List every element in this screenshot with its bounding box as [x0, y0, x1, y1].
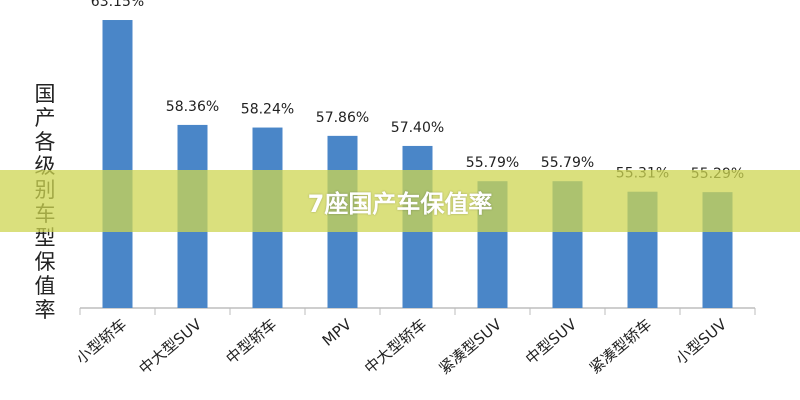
data-label: 63.15% [91, 0, 144, 10]
title-banner: 7座国产车保值率 [0, 170, 800, 232]
data-label: 55.79% [541, 155, 594, 171]
bar [102, 20, 133, 308]
x-tick-label: 中型SUV [522, 315, 581, 368]
data-label: 58.36% [166, 99, 219, 115]
x-tick-label: 中大型SUV [135, 315, 205, 378]
banner-title: 7座国产车保值率 [307, 189, 493, 218]
data-label: 58.24% [241, 102, 294, 118]
x-tick-label: 紧凑型轿车 [586, 315, 655, 377]
x-tick-label: 小型轿车 [73, 315, 131, 367]
data-label: 57.86% [316, 110, 369, 126]
x-tick-label: MPV [319, 315, 356, 350]
data-label: 57.40% [391, 120, 444, 136]
x-tick-label: 紧凑型SUV [435, 315, 505, 378]
x-tick-label: 小型SUV [672, 315, 731, 368]
x-tick-label: 中型轿车 [223, 315, 281, 367]
data-label: 55.79% [466, 155, 519, 171]
x-tick-label: 中大型轿车 [361, 315, 430, 377]
